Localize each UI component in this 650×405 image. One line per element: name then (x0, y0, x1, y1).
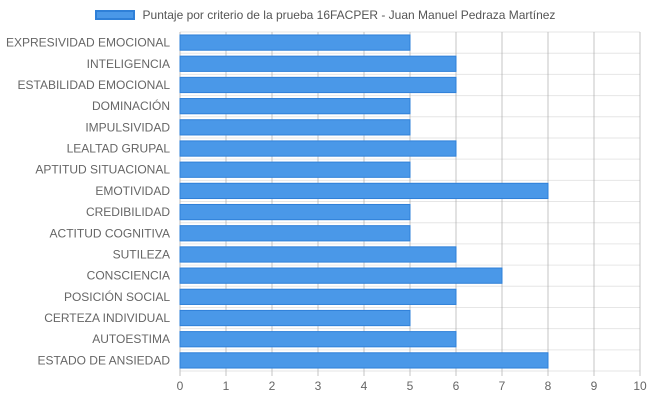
x-tick-label: 2 (269, 379, 276, 393)
x-tick-label: 7 (499, 379, 506, 393)
category-label: DOMINACIÓN (92, 98, 170, 113)
category-label: EMOTIVIDAD (95, 184, 170, 198)
bar (179, 225, 411, 242)
legend-label: Puntaje por criterio de la prueba 16FACP… (142, 8, 556, 22)
bar (179, 246, 457, 263)
x-tick-label: 0 (177, 379, 184, 393)
bar (179, 98, 411, 115)
x-tick-label: 9 (591, 379, 598, 393)
x-tick-label: 8 (545, 379, 552, 393)
category-label: ESTABILIDAD EMOCIONAL (18, 78, 171, 92)
bar (179, 140, 457, 157)
bar (179, 161, 411, 178)
category-label: SUTILEZA (113, 247, 170, 261)
category-label: CREDIBILIDAD (86, 205, 170, 219)
bar (179, 76, 457, 94)
x-tick-label: 6 (453, 379, 460, 393)
bar (179, 55, 457, 72)
category-label: POSICIÓN SOCIAL (64, 289, 170, 304)
x-tick-label: 10 (633, 379, 647, 393)
bar (179, 309, 411, 327)
category-label: EXPRESIVIDAD EMOCIONAL (6, 36, 170, 50)
chart-legend[interactable]: Puntaje por criterio de la prueba 16FACP… (0, 6, 650, 24)
bar (179, 182, 549, 200)
legend-swatch (94, 10, 135, 20)
bar (179, 288, 457, 305)
x-tick-label: 4 (361, 379, 368, 393)
category-label: CERTEZA INDIVIDUAL (44, 311, 170, 325)
x-tick-label: 5 (407, 379, 414, 393)
bar (179, 119, 411, 136)
category-label: ESTADO DE ANSIEDAD (38, 353, 171, 367)
category-label: INTELIGENCIA (87, 57, 170, 71)
bar (179, 352, 549, 369)
category-label: IMPULSIVIDAD (85, 120, 170, 134)
category-label: AUTOESTIMA (92, 332, 170, 346)
x-tick-label: 3 (315, 379, 322, 393)
category-label: ACTITUD COGNITIVA (50, 226, 170, 240)
bar (179, 34, 411, 51)
x-tick-label: 1 (223, 379, 230, 393)
category-label: CONSCIENCIA (87, 269, 170, 283)
category-label: LEALTAD GRUPAL (67, 142, 171, 156)
category-label: APTITUD SITUACIONAL (35, 163, 170, 177)
bar (179, 331, 457, 348)
bar (179, 267, 503, 284)
bar (179, 203, 411, 221)
